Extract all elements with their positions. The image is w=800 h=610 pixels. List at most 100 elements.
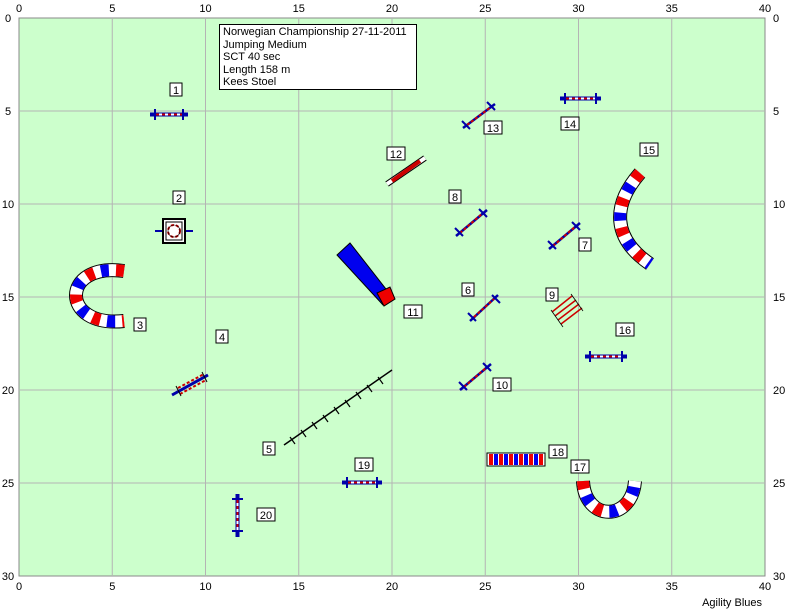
obstacle-label-13: 13 bbox=[483, 120, 503, 135]
obstacle-label-16: 16 bbox=[615, 322, 635, 337]
y-tick-right: 20 bbox=[773, 385, 785, 397]
obstacle-label-5: 5 bbox=[262, 441, 276, 456]
x-tick-top: 20 bbox=[386, 3, 398, 15]
obstacle-label-3: 3 bbox=[133, 317, 147, 332]
obstacle-2-tire bbox=[155, 218, 193, 244]
svg-text:19: 19 bbox=[358, 460, 370, 472]
obstacle-19-jump bbox=[342, 477, 382, 488]
svg-text:14: 14 bbox=[564, 119, 576, 131]
course-class: Jumping Medium bbox=[223, 38, 307, 51]
x-tick-bottom: 30 bbox=[572, 581, 584, 593]
svg-text:12: 12 bbox=[390, 149, 402, 161]
x-tick-bottom: 15 bbox=[293, 581, 305, 593]
obstacle-17-tunnel bbox=[576, 479, 642, 519]
obstacle-label-10: 10 bbox=[492, 377, 512, 392]
obstacle-5-dogwalk bbox=[283, 369, 393, 446]
obstacle-label-9: 9 bbox=[545, 287, 559, 302]
obstacle-4-double-jump bbox=[171, 371, 209, 397]
x-tick-bottom: 40 bbox=[759, 581, 771, 593]
course-sct: SCT 40 sec bbox=[223, 51, 281, 63]
obstacle-label-7: 7 bbox=[578, 237, 592, 252]
y-tick-left: 30 bbox=[2, 571, 14, 583]
obstacle-10-jump bbox=[458, 362, 492, 391]
obstacle-18-weave-poles bbox=[486, 452, 546, 467]
obstacle-label-19: 19 bbox=[354, 457, 374, 472]
x-tick-bottom: 25 bbox=[479, 581, 491, 593]
y-tick-right: 0 bbox=[773, 13, 779, 25]
svg-text:11: 11 bbox=[407, 307, 418, 319]
x-tick-top: 30 bbox=[572, 3, 584, 15]
x-tick-bottom: 0 bbox=[16, 581, 22, 593]
x-tick-bottom: 20 bbox=[386, 581, 398, 593]
course-info-box: Norwegian Championship 27-11-2011 Jumpin… bbox=[219, 24, 417, 90]
svg-text:3: 3 bbox=[137, 320, 143, 332]
y-tick-right: 15 bbox=[773, 292, 785, 304]
obstacle-3-tunnel bbox=[69, 263, 125, 329]
x-tick-bottom: 35 bbox=[666, 581, 678, 593]
obstacle-20-jump bbox=[232, 494, 243, 537]
svg-text:4: 4 bbox=[219, 332, 225, 344]
svg-text:5: 5 bbox=[266, 444, 272, 456]
course-judge: Kees Stoel bbox=[223, 76, 277, 88]
obstacle-9-broad-jump bbox=[550, 293, 584, 328]
svg-text:13: 13 bbox=[487, 123, 499, 135]
x-tick-bottom: 10 bbox=[199, 581, 211, 593]
y-tick-left: 15 bbox=[2, 292, 14, 304]
obstacle-16-jump bbox=[585, 351, 627, 362]
obstacle-label-20: 20 bbox=[256, 507, 276, 522]
svg-text:6: 6 bbox=[465, 285, 471, 297]
svg-text:20: 20 bbox=[260, 510, 272, 522]
obstacle-1-jump bbox=[150, 109, 188, 120]
obstacle-label-8: 8 bbox=[448, 189, 462, 204]
obstacle-label-14: 14 bbox=[560, 116, 580, 131]
obstacle-label-4: 4 bbox=[215, 329, 229, 344]
svg-text:16: 16 bbox=[619, 325, 631, 337]
svg-text:10: 10 bbox=[496, 380, 508, 392]
obstacle-label-6: 6 bbox=[461, 282, 475, 297]
obstacle-label-1: 1 bbox=[169, 82, 183, 97]
svg-text:17: 17 bbox=[574, 462, 586, 474]
svg-text:18: 18 bbox=[552, 447, 564, 459]
obstacle-12-wall bbox=[385, 155, 427, 187]
course-length: Length 158 m bbox=[223, 63, 291, 76]
x-tick-bottom: 5 bbox=[109, 581, 115, 593]
obstacle-14-jump bbox=[560, 93, 601, 104]
y-tick-right: 5 bbox=[773, 106, 779, 118]
y-tick-left: 25 bbox=[2, 478, 14, 490]
obstacle-15-tunnel bbox=[613, 168, 655, 270]
obstacle-label-15: 15 bbox=[639, 142, 659, 157]
svg-text:7: 7 bbox=[582, 240, 588, 252]
footer-credit: Agility Blues bbox=[702, 597, 762, 609]
obstacle-label-18: 18 bbox=[548, 444, 568, 459]
y-tick-left: 20 bbox=[2, 385, 14, 397]
y-tick-right: 10 bbox=[773, 199, 785, 211]
y-tick-left: 0 bbox=[5, 13, 11, 25]
svg-text:15: 15 bbox=[643, 145, 655, 157]
obstacle-label-2: 2 bbox=[172, 190, 186, 205]
obstacle-label-11: 11 bbox=[403, 304, 423, 319]
course-title: Norwegian Championship 27-11-2011 bbox=[223, 26, 407, 38]
x-tick-top: 10 bbox=[199, 3, 211, 15]
y-tick-left: 10 bbox=[2, 199, 14, 211]
x-tick-top: 15 bbox=[293, 3, 305, 15]
x-tick-top: 40 bbox=[759, 3, 771, 15]
svg-text:2: 2 bbox=[176, 193, 182, 205]
obstacle-8-jump bbox=[454, 208, 488, 237]
svg-text:1: 1 bbox=[173, 85, 179, 97]
x-tick-top: 35 bbox=[666, 3, 678, 15]
svg-text:9: 9 bbox=[549, 290, 555, 302]
obstacle-13-jump bbox=[461, 101, 496, 130]
obstacle-label-12: 12 bbox=[386, 146, 406, 161]
y-tick-right: 30 bbox=[773, 571, 785, 583]
x-tick-top: 5 bbox=[109, 3, 115, 15]
obstacle-6-jump bbox=[467, 294, 501, 322]
obstacle-7-jump bbox=[547, 221, 581, 250]
y-tick-left: 5 bbox=[5, 106, 11, 118]
svg-text:8: 8 bbox=[452, 192, 458, 204]
x-tick-top: 25 bbox=[479, 3, 491, 15]
y-tick-right: 25 bbox=[773, 478, 785, 490]
obstacle-11-collapsed-tunnel bbox=[336, 242, 396, 307]
